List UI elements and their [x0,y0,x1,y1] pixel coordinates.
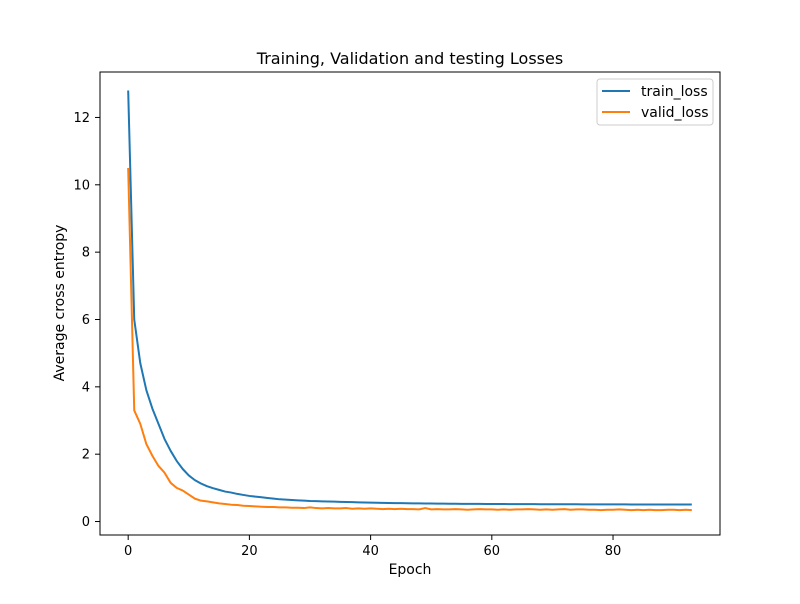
y-tick-label: 6 [82,313,90,328]
series-line-train-loss [127,90,692,506]
y-tick-label: 12 [73,111,90,126]
x-axis: 0 20 40 60 80 [124,535,621,559]
y-axis: 0 2 4 6 8 10 12 [73,111,100,530]
plot-area [127,90,692,512]
plot-frame [99,71,721,536]
legend-label-valid-loss: valid_loss [641,105,709,121]
x-tick-label: 80 [605,544,622,559]
x-tick-label: 60 [484,544,501,559]
x-tick-label: 0 [124,544,132,559]
y-tick-label: 2 [82,448,90,463]
y-tick-label: 4 [82,380,90,395]
legend: train_loss valid_loss [596,78,714,126]
series-line-valid-loss [127,167,692,512]
y-axis-label: Average cross entropy [52,225,68,382]
chart-title: Training, Validation and testing Losses [256,49,563,68]
x-tick-label: 20 [241,544,258,559]
x-axis-label: Epoch [389,562,432,578]
y-tick-label: 10 [73,178,90,193]
legend-label-train-loss: train_loss [641,84,708,100]
x-tick-label: 40 [362,544,379,559]
y-tick-label: 8 [82,246,90,261]
y-tick-label: 0 [82,515,90,530]
